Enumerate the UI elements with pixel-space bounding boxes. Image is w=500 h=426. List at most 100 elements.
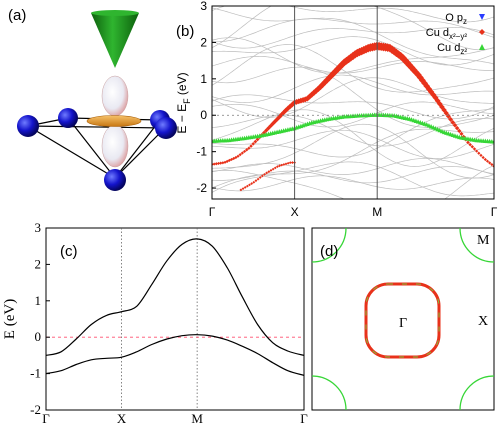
band-0 bbox=[212, 41, 494, 168]
band-marker bbox=[432, 94, 439, 101]
band-marker bbox=[306, 93, 313, 100]
band-marker bbox=[338, 60, 347, 69]
y-tick-label: 3 bbox=[200, 0, 207, 13]
fermi-pocket-top-left bbox=[312, 228, 347, 263]
y-tick-label: 1 bbox=[200, 72, 207, 86]
band-marker bbox=[253, 139, 258, 144]
gray-band bbox=[212, 109, 494, 167]
panel-b-y-axis-title: E − EF (eV) bbox=[175, 72, 192, 133]
gray-band bbox=[212, 114, 494, 147]
band-1 bbox=[212, 112, 494, 144]
band-marker bbox=[398, 53, 407, 63]
band-marker bbox=[485, 159, 490, 163]
gray-band bbox=[212, 123, 494, 179]
band-marker bbox=[214, 162, 218, 166]
gray-band bbox=[212, 36, 494, 66]
legend-marker bbox=[479, 44, 485, 50]
band-marker bbox=[269, 169, 273, 172]
panel-c-label: (c) bbox=[60, 243, 78, 260]
band-marker bbox=[242, 149, 247, 154]
band-marker bbox=[243, 185, 247, 189]
band-marker bbox=[479, 153, 483, 157]
band-marker bbox=[288, 161, 292, 165]
gray-band bbox=[212, 128, 494, 189]
band-marker bbox=[445, 113, 451, 119]
gray-band bbox=[212, 6, 494, 23]
panel-b-y-ticks: 3 2 1 0 -1 -2 bbox=[196, 0, 216, 195]
band-marker bbox=[434, 97, 441, 104]
panel-b-frame bbox=[211, 5, 495, 200]
legend-marker bbox=[479, 29, 485, 35]
fermi-surface bbox=[312, 228, 494, 410]
stm-tip-cone bbox=[91, 10, 139, 68]
panel-c-frame bbox=[45, 227, 305, 411]
x-tick-label: X bbox=[291, 205, 299, 219]
band-marker bbox=[441, 107, 447, 113]
panel-c-ylabel: E (eV) bbox=[2, 299, 18, 339]
orbital-lobe-bottom bbox=[101, 124, 129, 168]
band-marker bbox=[240, 151, 244, 155]
x-tick-label: X bbox=[117, 411, 127, 426]
y-tick-label: 1 bbox=[35, 293, 42, 308]
orbital-ring bbox=[86, 115, 142, 127]
panel-b-plot bbox=[212, 6, 494, 199]
band-marker bbox=[252, 180, 256, 184]
band-marker bbox=[266, 126, 271, 131]
panel-d-frame bbox=[311, 227, 495, 411]
bz-gamma-label: Γ bbox=[399, 316, 407, 331]
band-marker bbox=[250, 182, 254, 185]
band-marker bbox=[409, 66, 418, 74]
band-marker bbox=[258, 176, 262, 179]
pyramid-bonds bbox=[27, 117, 166, 179]
band-marker bbox=[278, 164, 281, 168]
panel-d-label: (d) bbox=[320, 243, 338, 260]
band-marker bbox=[282, 163, 286, 166]
band-marker bbox=[481, 155, 485, 160]
y-tick-label: 0 bbox=[200, 108, 207, 122]
panel-b-label: (b) bbox=[176, 23, 194, 40]
bz-m-label: M bbox=[477, 233, 490, 248]
band-marker bbox=[470, 145, 475, 149]
band-marker bbox=[448, 116, 454, 122]
legend-label: Cu dx²−y² bbox=[426, 27, 468, 41]
band-marker bbox=[260, 174, 264, 178]
band-marker bbox=[452, 122, 458, 128]
legend-marker bbox=[479, 14, 485, 20]
band-marker bbox=[287, 103, 293, 110]
band-marker bbox=[443, 110, 449, 116]
band-marker bbox=[327, 72, 335, 80]
orbital-lobe-top bbox=[101, 75, 129, 117]
band-marker bbox=[285, 105, 291, 112]
gray-band bbox=[212, 18, 494, 43]
panel-b-ylabel-sub: F bbox=[182, 98, 192, 104]
band-marker bbox=[454, 125, 460, 131]
band-marker bbox=[247, 146, 251, 150]
band-marker bbox=[466, 140, 470, 145]
band-marker bbox=[236, 154, 240, 158]
band-marker bbox=[265, 171, 269, 175]
y-tick-label: -1 bbox=[196, 145, 207, 159]
band-marker bbox=[421, 79, 428, 87]
gray-band bbox=[212, 129, 494, 159]
band-marker bbox=[483, 157, 487, 162]
band-marker bbox=[245, 184, 249, 188]
band-marker bbox=[459, 131, 464, 136]
panel-c: (c) E (eV) 3 2 1 0 -1 -2 Γ X M Γ bbox=[2, 220, 308, 426]
band-2 bbox=[239, 161, 297, 192]
band-line-1 bbox=[46, 334, 304, 376]
band-marker bbox=[255, 137, 260, 142]
band-marker bbox=[249, 144, 253, 148]
band-marker bbox=[248, 183, 251, 187]
legend-label: Cu dz² bbox=[437, 42, 467, 56]
gray-band bbox=[212, 158, 494, 175]
x-tick-label: Γ bbox=[209, 205, 216, 219]
gray-band bbox=[212, 6, 494, 51]
panel-b-ylabel-unit: (eV) bbox=[175, 72, 189, 95]
band-marker bbox=[472, 147, 477, 151]
band-marker bbox=[468, 142, 472, 147]
band-marker bbox=[238, 153, 242, 157]
x-tick-label: Γ bbox=[491, 205, 498, 219]
band-marker bbox=[418, 76, 426, 84]
svg-text:E − EF (eV): E − EF (eV) bbox=[175, 72, 192, 133]
